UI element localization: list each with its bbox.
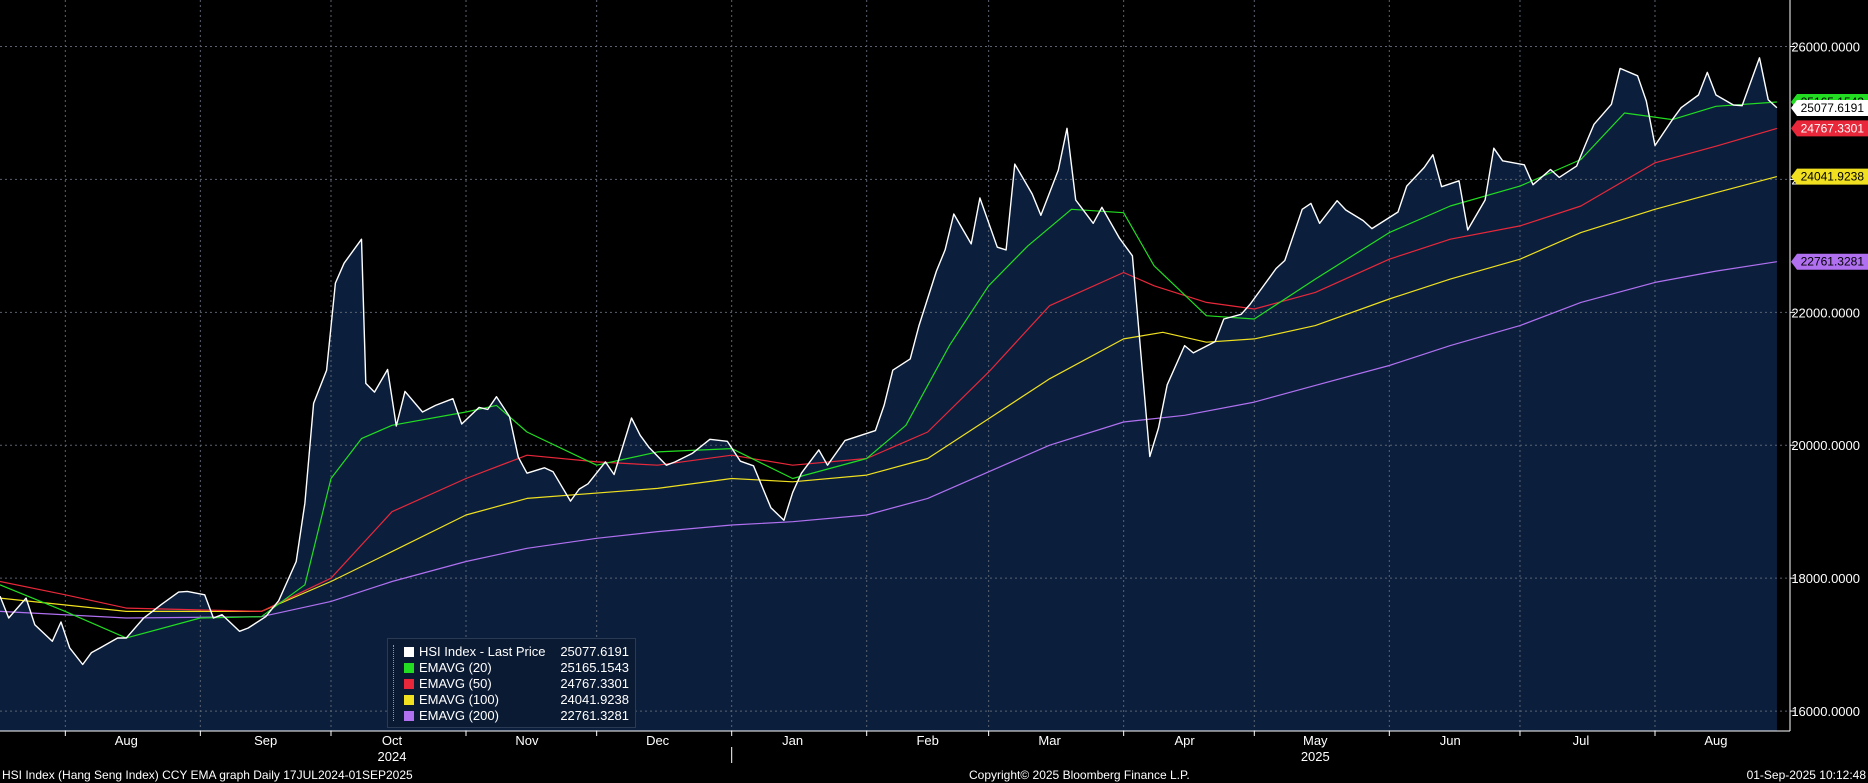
legend-swatch — [404, 695, 414, 705]
legend-series-value: 25077.6191 — [560, 644, 629, 659]
legend-swatch — [404, 647, 414, 657]
x-tick-label: Nov — [515, 733, 539, 748]
year-label: 2025 — [1301, 749, 1330, 764]
legend-series-value: 24767.3301 — [560, 676, 629, 691]
series-line-emavg-4 — [0, 261, 1777, 619]
last-value-tag — [1791, 120, 1868, 137]
year-label: 2024 — [378, 749, 407, 764]
x-tick-label: May — [1303, 733, 1328, 748]
y-tick-label: 20000.0000 — [1791, 438, 1860, 453]
series-line-emavg-1 — [0, 101, 1777, 639]
y-tick-label: 22000.0000 — [1791, 305, 1860, 320]
y-tick-label: 26000.0000 — [1791, 40, 1860, 55]
x-tick-label: Apr — [1175, 733, 1196, 748]
x-tick-label: Mar — [1038, 733, 1061, 748]
copyright-notice: Copyright© 2025 Bloomberg Finance L.P. — [969, 768, 1190, 782]
legend-series-name: EMAVG (50) — [419, 676, 492, 691]
series-line-emavg-3 — [0, 176, 1778, 613]
last-value-tag — [1791, 168, 1868, 185]
y-tick-label: 18000.0000 — [1791, 571, 1860, 586]
legend-series-value: 24041.9238 — [560, 692, 629, 707]
legend-series-name: EMAVG (200) — [419, 708, 499, 723]
chart-description: HSI Index (Hang Seng Index) CCY EMA grap… — [2, 768, 413, 782]
x-tick-label: Jan — [782, 733, 803, 748]
series-lines — [0, 57, 1778, 666]
timestamp: 01-Sep-2025 10:12:48 — [1746, 768, 1866, 782]
legend-item: EMAVG (200) 22761.3281 — [388, 708, 635, 724]
last-value-tag — [1791, 99, 1868, 116]
legend-swatch — [404, 679, 414, 689]
legend-item: HSI Index - Last Price 25077.6191 — [388, 644, 635, 660]
last-value-label: 24767.3301 — [1801, 121, 1865, 135]
last-value-label: 24041.9238 — [1801, 170, 1865, 184]
last-value-label: 22761.3281 — [1801, 255, 1865, 269]
x-tick-label: Jul — [1573, 733, 1590, 748]
x-tick-label: Oct — [382, 733, 403, 748]
last-value-tag — [1791, 253, 1868, 270]
price-area-fill — [0, 57, 1777, 732]
last-value-labels: 25165.154325077.619124767.330124041.9238… — [1791, 93, 1868, 270]
legend-series-name: EMAVG (100) — [419, 692, 499, 707]
x-tick-labels: Aug Sep Oct Nov Dec Jan Feb Mar Apr May Jun Jul Aug 2… — [115, 733, 1728, 764]
legend-item: EMAVG (50) 24767.3301 — [388, 676, 635, 692]
x-tick-label: Dec — [646, 733, 670, 748]
x-tick-label: Aug — [115, 733, 138, 748]
legend-swatch — [404, 711, 414, 721]
y-tick-label: 16000.0000 — [1791, 704, 1860, 719]
x-tick-label: Sep — [254, 733, 277, 748]
gridlines — [0, 0, 1790, 763]
axes — [0, 0, 1791, 732]
legend-series-name: HSI Index - Last Price — [419, 644, 546, 659]
legend-series-value: 22761.3281 — [560, 708, 629, 723]
last-value-label: 25077.6191 — [1801, 101, 1865, 115]
series-line-last-price — [0, 57, 1778, 666]
legend-tree-line — [393, 645, 395, 721]
legend-series-value: 25165.1543 — [560, 660, 629, 675]
x-tick-label: Jun — [1440, 733, 1461, 748]
x-tick-label: Aug — [1704, 733, 1727, 748]
legend-series-name: EMAVG (20) — [419, 660, 492, 675]
legend-item: EMAVG (100) 24041.9238 — [388, 692, 635, 708]
legend-item: EMAVG (20) 25165.1543 — [388, 660, 635, 676]
x-tick-label: Feb — [916, 733, 938, 748]
legend-swatch — [404, 663, 414, 673]
series-line-emavg-2 — [0, 127, 1778, 613]
price-area-layer — [0, 57, 1777, 732]
chart-legend: HSI Index - Last Price 25077.6191 EMAVG … — [387, 638, 636, 728]
